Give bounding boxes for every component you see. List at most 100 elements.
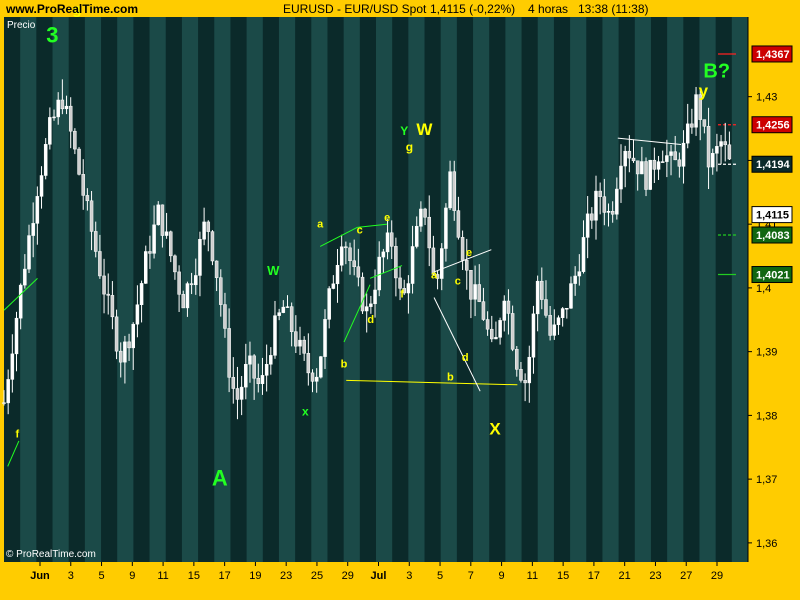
- price-level-label: 1,4194: [756, 159, 791, 171]
- candle-body: [444, 207, 448, 249]
- candle-body: [6, 379, 10, 404]
- x-tick-label: 3: [68, 570, 74, 582]
- price-level-box: [751, 155, 793, 173]
- candle-body: [323, 319, 327, 357]
- candle-body: [223, 304, 227, 329]
- candle-body: [694, 94, 698, 128]
- x-tick-label: 17: [219, 570, 231, 582]
- x-tick-label: 3: [406, 570, 412, 582]
- candle-body: [52, 116, 56, 119]
- wave-label: b: [341, 359, 348, 371]
- candle-body: [106, 293, 110, 296]
- site-label[interactable]: www.ProRealTime.com: [5, 2, 138, 16]
- candle-body: [602, 196, 607, 213]
- wave-label: g: [72, 1, 81, 18]
- candle-body: [706, 126, 711, 168]
- wave-label: e: [384, 212, 390, 224]
- candle-body: [565, 307, 569, 310]
- candle-body: [606, 210, 611, 213]
- quote-label: 1,4115 (-0,22%): [430, 2, 515, 16]
- candle-body: [210, 231, 215, 262]
- candle-body: [27, 235, 31, 270]
- candle-body: [60, 99, 65, 110]
- candle-body: [248, 355, 252, 365]
- candle-body: [68, 105, 73, 132]
- trendline: [7, 440, 20, 467]
- candle-body: [515, 349, 519, 370]
- trendline: [433, 297, 481, 392]
- candle-body: [48, 117, 52, 145]
- candle-body: [102, 275, 106, 295]
- candle-body: [2, 402, 6, 404]
- candle-body: [185, 283, 190, 309]
- candle-body: [452, 171, 456, 211]
- x-tick-label: 5: [98, 570, 104, 582]
- instrument-title: EURUSD - EUR/USD Spot: [283, 2, 427, 16]
- candle-body: [490, 328, 494, 340]
- price-level-box: [751, 45, 793, 63]
- candle-body: [435, 274, 440, 279]
- candle-body: [719, 141, 723, 147]
- candle-body: [164, 231, 169, 236]
- x-tick-label: 5: [437, 570, 443, 582]
- candle-body: [227, 328, 231, 378]
- wave-label: c: [455, 276, 461, 288]
- candle-body: [394, 246, 398, 279]
- candle-body: [702, 119, 707, 127]
- time-stripe: [505, 17, 522, 562]
- candle-body: [31, 223, 35, 236]
- candle-body: [139, 283, 144, 305]
- candle-body: [406, 283, 411, 294]
- time-stripe: [343, 17, 360, 562]
- wave-label: c: [357, 225, 363, 237]
- candle-body: [93, 231, 98, 252]
- candle-body: [644, 161, 648, 190]
- candle-body: [590, 213, 594, 221]
- x-tick-label: 21: [619, 570, 631, 582]
- candle-body: [77, 148, 81, 175]
- candle-body: [535, 280, 540, 315]
- candle-body: [181, 294, 186, 309]
- candle-body: [448, 171, 452, 209]
- candle-body: [669, 151, 673, 156]
- candle-body: [143, 251, 148, 284]
- price-level-box: [751, 266, 793, 284]
- candle-body: [552, 324, 557, 336]
- x-tick-label: 9: [129, 570, 135, 582]
- time-stripe: [731, 17, 748, 562]
- x-tick-label: 11: [157, 570, 168, 582]
- candle-body: [465, 260, 469, 271]
- wave-label: g: [406, 140, 413, 154]
- time-stripe: [634, 17, 651, 562]
- price-level-label: 1,4083: [756, 230, 790, 242]
- time-stripe: [473, 17, 490, 562]
- candle-body: [389, 232, 394, 247]
- candle-body: [135, 304, 140, 325]
- candle-body: [173, 255, 177, 273]
- price-level-label: 1,4115: [756, 210, 789, 222]
- candle-body: [310, 372, 315, 382]
- candle-body: [298, 339, 302, 347]
- candle-body: [369, 303, 373, 307]
- candle-body: [385, 232, 390, 253]
- candle-body: [615, 188, 619, 215]
- price-level-label: 1,4367: [756, 49, 790, 61]
- x-tick-label: 17: [588, 570, 600, 582]
- wave-label: x: [302, 404, 309, 418]
- candle-body: [510, 313, 515, 350]
- candle-body: [264, 364, 269, 376]
- candle-body: [681, 142, 686, 167]
- candle-body: [469, 269, 473, 300]
- candle-body: [35, 196, 40, 224]
- candle-body: [473, 284, 477, 300]
- trendline: [3, 277, 38, 311]
- candle-body: [685, 123, 690, 144]
- price-level-box: [751, 206, 793, 224]
- candle-body: [360, 276, 365, 312]
- candle-body: [410, 246, 415, 284]
- candle-body: [39, 175, 44, 197]
- wave-label: e: [466, 247, 472, 259]
- candle-body: [627, 150, 632, 159]
